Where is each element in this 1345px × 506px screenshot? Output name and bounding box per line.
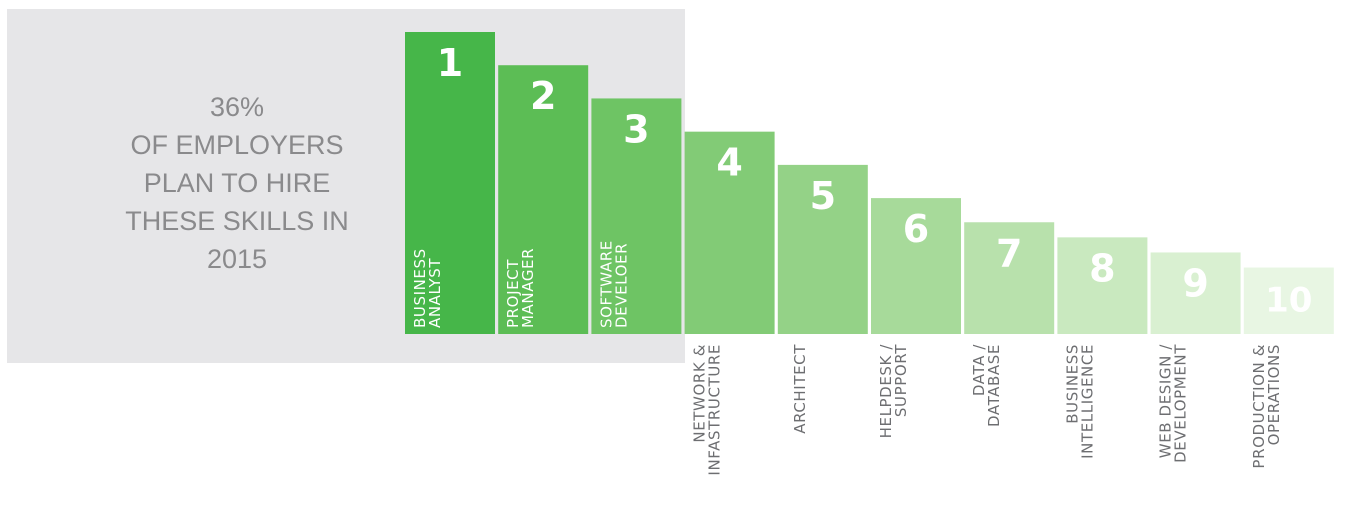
bar-7 [964, 222, 1055, 334]
bar-5 [777, 164, 868, 334]
intro-line-year: 2015 [206, 244, 268, 274]
category-label-line: ANALYST [426, 258, 444, 328]
bar-group-4: 4 NETWORK &INFASTRUCTURE [684, 131, 775, 476]
category-label-7: DATA /DATABASE [970, 344, 1003, 427]
intro-line-percent: 36% [209, 92, 265, 122]
intro-text: 36% OF EMPLOYERS PLAN TO HIRE THESE SKIL… [107, 88, 367, 278]
category-label-line: BUSINESS [411, 248, 429, 328]
rank-label-1: 1 [437, 41, 463, 85]
category-label-line: NETWORK & [691, 344, 709, 443]
intro-line-2: OF EMPLOYERS [130, 130, 344, 160]
bar-group-5: 5 ARCHITECT [777, 164, 868, 434]
bar-group-6: 6 HELPDESK /SUPPORT [871, 198, 961, 438]
category-label-line: SUPPORT [892, 344, 910, 417]
rank-label-6: 6 [903, 207, 929, 251]
category-label-line: DEVELOER [612, 243, 630, 328]
bar-3 [591, 98, 682, 334]
rank-label-4: 4 [716, 141, 742, 185]
category-label-5: ARCHITECT [791, 344, 809, 434]
category-label-9: WEB DESIGN /DEVELOPMENT [1157, 344, 1190, 463]
bar-group-1: 1 BUSINESSANALYST [405, 32, 495, 334]
category-label-line: BUSINESS [1063, 344, 1081, 424]
bar-6 [871, 198, 961, 334]
category-label-line: DATABASE [985, 344, 1003, 427]
category-label-line: DEVELOPMENT [1172, 344, 1190, 463]
category-label-line: ARCHITECT [791, 344, 809, 434]
bar-group-9: 9 WEB DESIGN /DEVELOPMENT [1150, 252, 1241, 463]
rank-label-8: 8 [1089, 246, 1115, 290]
bar-group-3: 3 SOFTWAREDEVELOER [591, 98, 682, 334]
bar-group-10: 10 PRODUCTION &OPERATIONS [1243, 267, 1334, 469]
category-label-4: NETWORK &INFASTRUCTURE [691, 344, 724, 476]
category-label-line: INFASTRUCTURE [706, 344, 724, 476]
bar-2 [498, 65, 589, 334]
category-label-10: PRODUCTION &OPERATIONS [1250, 344, 1283, 469]
bar-group-2: 2 PROJECTMANAGER [498, 65, 589, 334]
bar-9 [1150, 252, 1241, 334]
category-label-line: PRODUCTION & [1250, 344, 1268, 469]
category-label-line: HELPDESK / [877, 344, 895, 439]
rank-label-9: 9 [1182, 261, 1208, 305]
category-label-line: SOFTWARE [597, 240, 615, 328]
bar-1 [405, 32, 495, 334]
bar-group-7: 7 DATA /DATABASE [964, 222, 1055, 427]
bar-group-8: 8 BUSINESSINTELLIGENCE [1057, 237, 1148, 459]
rank-label-5: 5 [810, 174, 836, 218]
category-label-1: BUSINESSANALYST [411, 248, 444, 328]
rank-label-10: 10 [1265, 281, 1312, 321]
category-label-line: MANAGER [519, 248, 537, 328]
rank-label-7: 7 [996, 231, 1022, 275]
bar-8 [1057, 237, 1148, 334]
category-label-line: INTELLIGENCE [1078, 344, 1096, 459]
category-label-8: BUSINESSINTELLIGENCE [1063, 344, 1096, 459]
intro-line-4: THESE SKILLS IN [125, 206, 349, 236]
category-label-line: OPERATIONS [1265, 344, 1283, 445]
category-label-3: SOFTWAREDEVELOER [597, 240, 630, 328]
rank-label-3: 3 [623, 107, 649, 151]
intro-line-3: PLAN TO HIRE [143, 168, 331, 198]
category-label-line: WEB DESIGN / [1157, 344, 1175, 459]
category-label-6: HELPDESK /SUPPORT [877, 344, 910, 439]
bar-4 [684, 131, 775, 334]
category-label-line: DATA / [970, 344, 988, 396]
bar-10 [1243, 267, 1334, 334]
category-label-line: PROJECT [504, 259, 522, 328]
category-label-2: PROJECTMANAGER [504, 248, 537, 328]
rank-label-2: 2 [530, 74, 556, 118]
